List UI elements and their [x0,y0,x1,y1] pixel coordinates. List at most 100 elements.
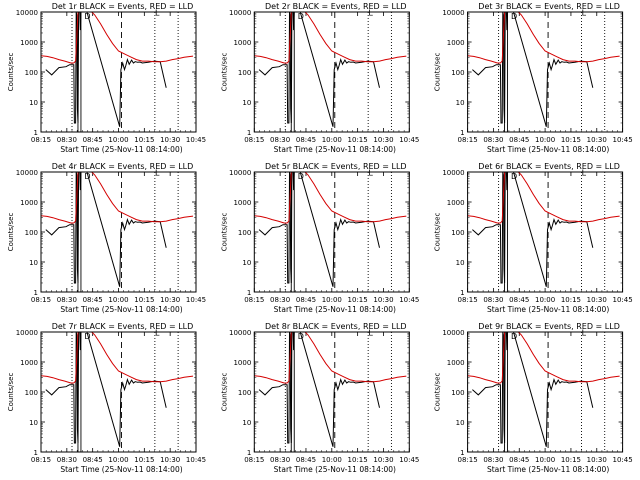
detector-panel-7: Det 7r BLACK = Events, RED = LLD 1 10 100 10… [7,322,206,474]
x-tick-label: 08:45 [509,136,529,144]
x-tick-label: 10:30 [373,456,393,464]
series-lld-line [254,332,407,384]
x-tick-label: 10:00 [322,456,342,464]
x-tick-label: 10:15 [134,296,154,304]
y-tick-label: 1000 [447,39,465,47]
y-tick-label: 10 [456,99,465,107]
x-axis-label: Start Time (25-Nov-11 08:14:00) [274,145,396,154]
x-tick-label: 08:30 [270,136,290,144]
y-tick-label: 10 [456,419,465,427]
y-axis-label: Counts/sec [434,213,442,252]
y-tick-label: 10000 [229,329,251,337]
y-tick-label: 1 [460,129,464,137]
series-events-line [258,332,380,447]
panel-title: Det 9r BLACK = Events, RED = LLD [478,322,620,331]
x-tick-label: 08:45 [83,136,103,144]
y-tick-label: 1000 [233,39,251,47]
marker-d: D [511,332,517,341]
x-tick-label: 10:30 [373,136,393,144]
plot-frame [467,331,624,453]
y-axis-label: Counts/sec [220,373,228,412]
x-tick-label: 10:45 [399,456,419,464]
y-tick-label: 10000 [16,9,38,17]
y-tick-label: 1 [460,449,464,457]
y-tick-label: 100 [451,229,464,237]
x-tick-label: 08:30 [483,456,503,464]
x-tick-label: 08:30 [270,296,290,304]
x-tick-label: 10:15 [561,136,581,144]
series-events-line [45,12,167,127]
y-tick-label: 100 [451,389,464,397]
series-lld-line [41,332,194,384]
panel-title: Det 5r BLACK = Events, RED = LLD [265,162,407,171]
series-events-line [472,332,594,447]
x-axis-label: Start Time (25-Nov-11 08:14:00) [60,145,182,154]
series-events-line [472,172,594,287]
plot-area [467,172,620,292]
plot-area [41,332,194,452]
x-tick-label: 10:00 [535,456,555,464]
y-tick-label: 10 [29,259,38,267]
y-tick-label: 1000 [233,359,251,367]
y-tick-label: 1000 [20,39,38,47]
plot-frame [467,11,624,133]
x-tick-label: 08:45 [83,296,103,304]
x-tick-label: 08:30 [57,296,77,304]
x-tick-label: 08:30 [270,456,290,464]
y-axis-label: Counts/sec [7,213,15,252]
x-axis-label: Start Time (25-Nov-11 08:14:00) [487,305,609,314]
x-tick-label: 10:15 [348,456,368,464]
x-tick-label: 08:15 [31,136,51,144]
marker-l: L [368,9,373,18]
x-tick-label: 10:00 [535,136,555,144]
x-tick-label: 10:30 [160,456,180,464]
x-tick-label: 08:15 [244,136,264,144]
x-tick-label: 10:45 [613,456,633,464]
plot-frame [253,331,410,453]
y-tick-label: 100 [238,229,251,237]
plot-frame [253,171,410,293]
x-tick-label: 10:15 [134,136,154,144]
x-tick-label: 10:45 [399,296,419,304]
plot-frame [40,11,197,133]
plot-area [467,12,620,132]
y-tick-label: 1 [460,289,464,297]
y-tick-label: 10000 [229,9,251,17]
x-tick-label: 10:30 [587,136,607,144]
marker-d: D [84,12,90,21]
marker-l: L [582,169,587,178]
marker-d: D [298,332,304,341]
y-axis-label: Counts/sec [220,213,228,252]
detector-panel-5: Det 5r BLACK = Events, RED = LLD 1 10 100 10… [220,162,419,314]
y-axis-label: Counts/sec [220,53,228,92]
panel-title: Det 2r BLACK = Events, RED = LLD [265,2,407,11]
x-tick-label: 08:15 [458,296,478,304]
y-tick-label: 10 [242,99,251,107]
plot-area [467,332,620,452]
x-tick-label: 10:15 [134,456,154,464]
marker-l: L [368,329,373,338]
x-tick-label: 08:45 [296,136,316,144]
marker-l: L [155,329,160,338]
x-tick-label: 08:15 [458,136,478,144]
marker-d: D [84,332,90,341]
y-tick-label: 1 [247,289,251,297]
plot-area [254,12,407,132]
marker-d: D [84,172,90,181]
y-tick-label: 1000 [447,199,465,207]
y-tick-label: 100 [25,69,38,77]
series-lld-line [467,332,620,384]
y-tick-label: 100 [25,229,38,237]
x-tick-label: 08:30 [57,136,77,144]
x-tick-label: 10:15 [561,456,581,464]
x-tick-label: 10:45 [186,296,206,304]
y-tick-label: 10000 [16,169,38,177]
marker-l: L [368,169,373,178]
x-tick-label: 08:45 [509,296,529,304]
y-tick-label: 10 [29,99,38,107]
series-lld-line [467,12,620,64]
series-events-line [472,12,594,127]
x-axis-label: Start Time (25-Nov-11 08:14:00) [274,465,396,474]
series-lld-line [467,172,620,224]
